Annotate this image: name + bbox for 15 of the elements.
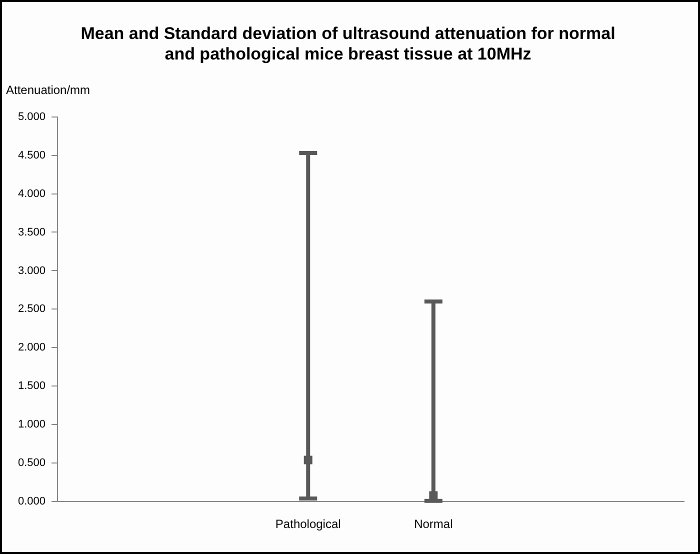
x-tick-label: Pathological xyxy=(275,517,341,532)
y-axis-title: Attenuation/mm xyxy=(6,83,90,98)
x-tick-label: Normal xyxy=(414,517,453,532)
y-tick-label: 2.500 xyxy=(18,303,46,316)
chart-title: Mean and Standard deviation of ultrasound attenuation for normal and pathological mice breast tissue at 10MHz xyxy=(80,24,616,64)
y-tick-label: 3.000 xyxy=(18,264,46,277)
y-tick-label: 0.000 xyxy=(18,496,46,508)
y-tick-label: 1.500 xyxy=(18,380,46,392)
y-tick-label: 5.000 xyxy=(18,110,46,123)
y-tick-label: 0.500 xyxy=(18,457,46,470)
y-tick-label: 4.000 xyxy=(18,188,46,200)
y-tick-label: 1.000 xyxy=(18,418,46,431)
y-tick-label: 3.500 xyxy=(18,226,46,238)
y-tick-label: 4.500 xyxy=(18,149,46,162)
y-tick-label: 2.000 xyxy=(18,342,46,354)
